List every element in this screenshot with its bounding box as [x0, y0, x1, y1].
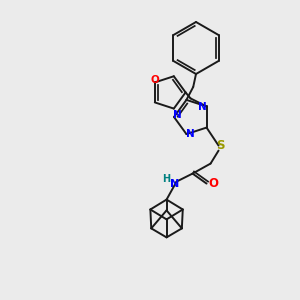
- Text: O: O: [150, 75, 159, 85]
- Text: N: N: [186, 129, 195, 139]
- Text: S: S: [216, 139, 225, 152]
- Text: H: H: [163, 174, 171, 184]
- Text: N: N: [172, 110, 182, 120]
- Text: N: N: [198, 102, 207, 112]
- Text: N: N: [170, 178, 179, 189]
- Text: O: O: [208, 177, 219, 190]
